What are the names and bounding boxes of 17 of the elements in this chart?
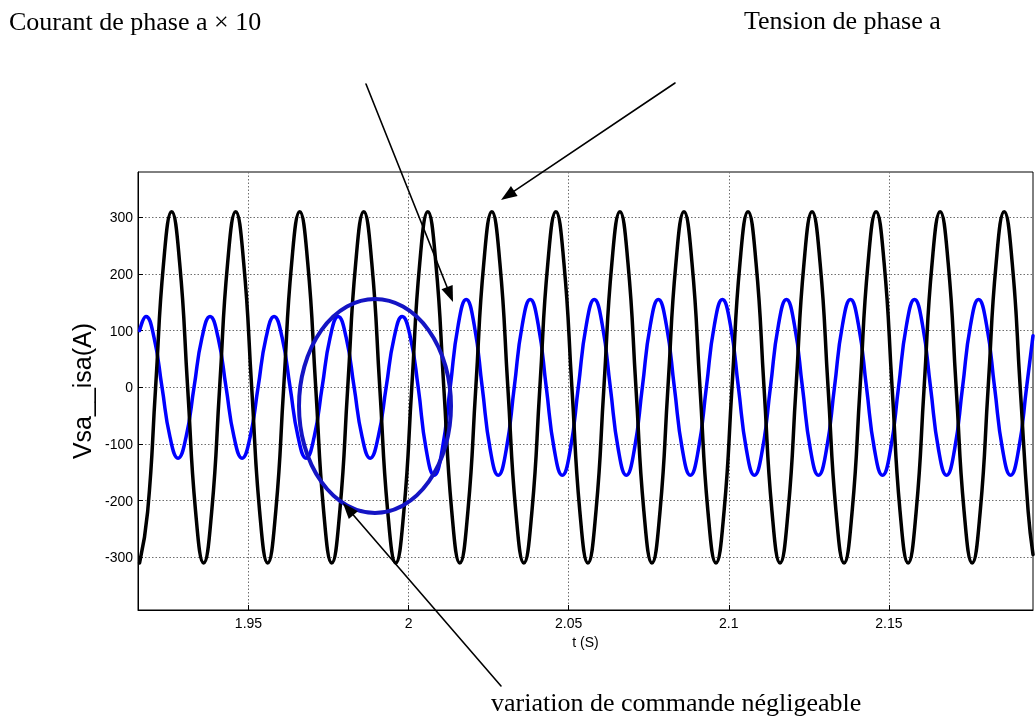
x-tick-label: 2	[404, 615, 413, 631]
x-tick-label: 1.95	[234, 615, 263, 631]
x-tick-label: 2.1	[719, 615, 739, 631]
text: variation de commande négligeable	[491, 688, 862, 717]
y-tick-label: 200	[109, 265, 134, 282]
y-tick-label: -100	[104, 435, 134, 452]
y-tick-label: 100	[109, 322, 134, 339]
x-tick-label: 2.15	[875, 615, 903, 631]
y-tick-label: 0	[125, 379, 134, 396]
text: Tension de phase a	[744, 6, 942, 35]
text: Courant de phase a × 10	[9, 7, 262, 36]
y-tick-label: -200	[104, 492, 134, 509]
y-axis-title: Vsa__isa(A)	[67, 322, 96, 460]
x-tick-label: 2.05	[555, 615, 583, 631]
y-tick-label: 300	[109, 209, 134, 226]
x-axis-title: t (S)	[572, 633, 599, 650]
y-tick-label: -300	[104, 549, 134, 566]
